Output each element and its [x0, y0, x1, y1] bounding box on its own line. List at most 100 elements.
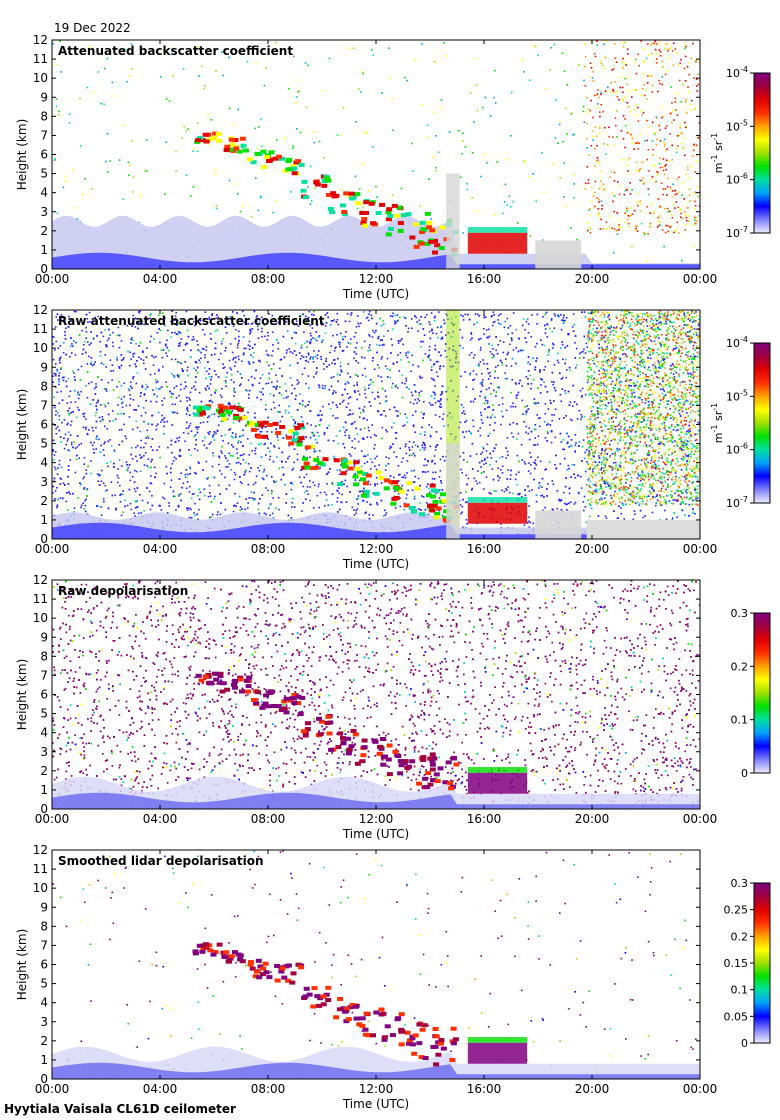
- noise-pixel: [612, 478, 615, 480]
- noise-pixel: [166, 347, 169, 349]
- noise-pixel: [683, 312, 685, 315]
- noise-pixel: [491, 344, 493, 347]
- noise-pixel: [681, 259, 683, 262]
- noise-pixel: [529, 235, 532, 237]
- noise-pixel: [506, 437, 509, 439]
- noise-pixel: [485, 462, 487, 465]
- noise-pixel: [170, 479, 173, 481]
- noise-pixel: [610, 405, 613, 408]
- noise-pixel: [333, 319, 335, 321]
- noise-pixel: [104, 441, 106, 443]
- noise-pixel: [626, 159, 629, 161]
- noise-pixel: [233, 357, 235, 359]
- noise-pixel: [57, 467, 59, 469]
- cloud-pixel: [348, 191, 355, 196]
- noise-pixel: [332, 392, 334, 394]
- noise-pixel: [489, 351, 492, 353]
- noise-pixel: [578, 492, 580, 495]
- noise-pixel: [166, 512, 169, 514]
- noise-pixel: [232, 510, 235, 513]
- noise-pixel: [102, 498, 105, 500]
- noise-pixel: [552, 383, 554, 386]
- noise-pixel: [68, 407, 71, 409]
- noise-pixel: [698, 422, 700, 424]
- noise-pixel: [532, 173, 534, 175]
- noise-pixel: [581, 416, 583, 418]
- noise-pixel: [379, 339, 382, 341]
- noise-pixel: [672, 109, 674, 112]
- noise-pixel: [668, 210, 671, 213]
- noise-pixel: [278, 404, 280, 407]
- noise-pixel: [660, 441, 662, 444]
- noise-pixel: [686, 207, 689, 209]
- noise-pixel: [600, 382, 603, 384]
- noise-pixel: [332, 334, 334, 337]
- noise-pixel: [659, 321, 662, 324]
- noise-pixel: [217, 415, 220, 418]
- noise-pixel: [272, 401, 275, 404]
- noise-pixel: [90, 381, 93, 383]
- noise-pixel: [255, 61, 257, 64]
- noise-pixel: [111, 494, 114, 497]
- noise-pixel: [377, 391, 379, 394]
- noise-pixel: [275, 200, 278, 202]
- noise-pixel: [679, 216, 682, 218]
- noise-pixel: [622, 45, 625, 48]
- noise-pixel: [100, 102, 103, 105]
- noise-pixel: [212, 452, 214, 454]
- noise-pixel: [247, 360, 250, 363]
- noise-pixel: [288, 348, 291, 350]
- noise-pixel: [581, 395, 583, 397]
- noise-pixel: [276, 434, 279, 436]
- noise-pixel: [130, 68, 133, 70]
- noise-pixel: [158, 446, 161, 448]
- noise-pixel: [80, 483, 82, 486]
- noise-pixel: [67, 377, 70, 380]
- noise-pixel: [342, 106, 345, 109]
- noise-pixel: [589, 208, 591, 210]
- noise-pixel: [373, 447, 375, 450]
- noise-pixel: [401, 382, 403, 384]
- noise-pixel: [635, 227, 637, 230]
- noise-pixel: [290, 191, 292, 193]
- noise-pixel: [597, 412, 599, 414]
- noise-pixel: [464, 313, 467, 316]
- noise-pixel: [224, 321, 227, 323]
- noise-pixel: [235, 328, 237, 331]
- noise-pixel: [667, 177, 669, 180]
- noise-pixel: [85, 428, 87, 430]
- noise-pixel: [543, 421, 546, 423]
- noise-pixel: [614, 81, 617, 83]
- noise-pixel: [355, 121, 357, 123]
- noise-pixel: [337, 442, 339, 445]
- noise-pixel: [631, 142, 634, 144]
- noise-pixel: [433, 362, 436, 365]
- noise-pixel: [611, 192, 614, 194]
- noise-pixel: [532, 522, 535, 525]
- noise-pixel: [583, 311, 586, 313]
- noise-pixel: [237, 344, 239, 346]
- noise-pixel: [119, 501, 122, 503]
- noise-pixel: [695, 498, 697, 500]
- noise-pixel: [236, 193, 239, 195]
- noise-pixel: [196, 122, 199, 124]
- noise-pixel: [650, 178, 653, 180]
- noise-pixel: [172, 47, 175, 49]
- noise-pixel: [614, 425, 616, 428]
- noise-pixel: [596, 106, 598, 109]
- cloud-pixel: [359, 211, 366, 215]
- noise-pixel: [609, 352, 612, 354]
- noise-pixel: [431, 330, 433, 332]
- noise-pixel: [600, 393, 602, 395]
- noise-pixel: [659, 388, 662, 391]
- noise-pixel: [517, 493, 519, 495]
- cloud-pixel: [428, 239, 435, 244]
- noise-pixel: [303, 455, 305, 458]
- noise-pixel: [594, 490, 596, 493]
- noise-pixel: [627, 53, 629, 55]
- noise-pixel: [401, 396, 404, 399]
- noise-pixel: [686, 412, 688, 414]
- noise-pixel: [69, 345, 72, 347]
- noise-pixel: [478, 481, 481, 484]
- noise-pixel: [129, 351, 131, 354]
